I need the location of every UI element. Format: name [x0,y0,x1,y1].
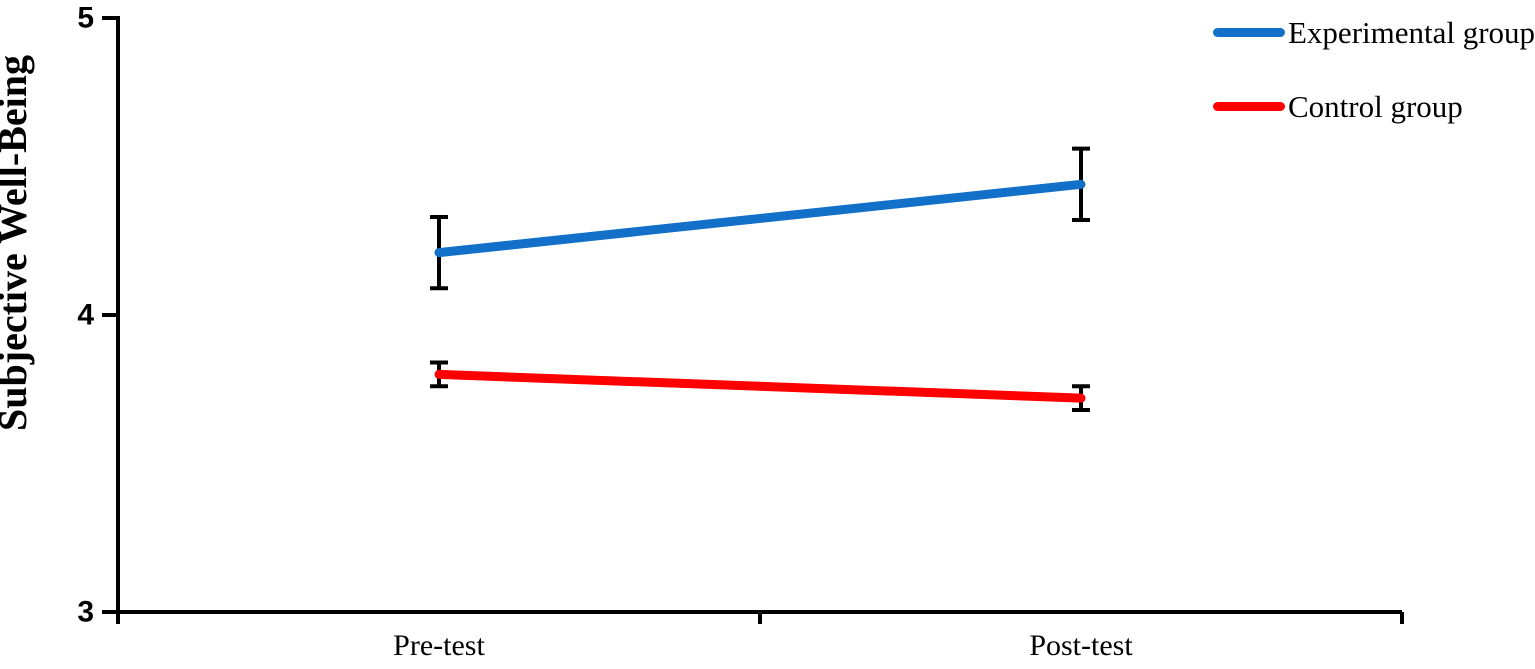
legend-line-swatch-experimental [1213,28,1285,37]
legend: Experimental group Control group [1213,0,1535,140]
y-tick-label-5: 5 [77,2,94,35]
series-line-experimental-group [434,179,1086,258]
y-tick-label-3: 3 [77,596,94,629]
legend-line-swatch-control [1213,102,1285,111]
legend-label-control: Control group [1288,89,1463,124]
legend-item-control-group: Control group [1213,91,1463,122]
legend-item-experimental-group: Experimental group [1213,17,1535,48]
y-axis-title: Subjective Well-Being [0,55,35,431]
legend-label-experimental: Experimental group [1288,15,1535,50]
chart-generated-content: 5 4 3 Pre-test Post-test [77,2,1404,662]
category-label-post-test: Post-test [1029,629,1133,662]
category-label-pre-test: Pre-test [393,629,485,662]
series-line-control-group [434,369,1086,403]
y-tick-label-4: 4 [77,299,94,332]
